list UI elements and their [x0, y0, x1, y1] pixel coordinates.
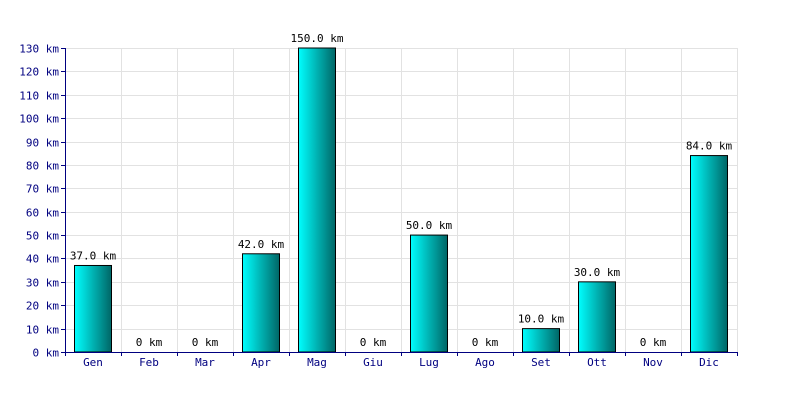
x-tick-label: Apr	[251, 356, 271, 369]
x-tick-label: Feb	[139, 356, 159, 369]
y-tick-label: 120 km	[19, 66, 59, 79]
x-tick-label: Ott	[587, 356, 607, 369]
y-tick-label: 60 km	[26, 207, 59, 220]
gridlines	[65, 48, 738, 353]
x-tick-label: Mag	[307, 356, 327, 369]
data-label: 10.0 km	[518, 313, 565, 326]
bar-set	[522, 328, 560, 353]
y-tick-label: 110 km	[19, 90, 59, 103]
y-tick-label: 40 km	[26, 253, 59, 266]
x-tick-label: Gen	[83, 356, 103, 369]
data-label: 0 km	[472, 336, 499, 349]
data-label: 0 km	[136, 336, 163, 349]
x-tick-label: Set	[531, 356, 551, 369]
bar-gen	[74, 264, 112, 353]
y-tick-label: 70 km	[26, 183, 59, 196]
axes	[61, 48, 738, 356]
x-tick-label: Lug	[419, 356, 439, 369]
y-tick-label: 30 km	[26, 277, 59, 290]
x-tick-label: Ago	[475, 356, 495, 369]
data-label: 0 km	[192, 336, 219, 349]
y-tick-label: 10 km	[26, 324, 59, 337]
data-label: 50.0 km	[406, 219, 453, 232]
data-label: 37.0 km	[70, 249, 117, 262]
x-tick-label: Dic	[699, 356, 719, 369]
bar-apr	[242, 253, 280, 353]
y-tick-label: 0 km	[33, 347, 60, 360]
bars	[74, 47, 728, 353]
y-tick-label: 50 km	[26, 230, 59, 243]
x-tick-label: Giu	[363, 356, 383, 369]
data-label: 0 km	[360, 336, 387, 349]
data-label: 42.0 km	[238, 238, 285, 251]
bar-dic	[690, 155, 728, 353]
bar-lug	[410, 234, 448, 353]
data-label: 0 km	[640, 336, 667, 349]
bar-mag	[298, 47, 336, 353]
bar-ott	[578, 281, 616, 353]
x-tick-label: Mar	[195, 356, 215, 369]
data-label: 84.0 km	[686, 140, 733, 153]
y-tick-label: 20 km	[26, 300, 59, 313]
data-label: 150.0 km	[291, 32, 344, 45]
y-tick-label: 130 km	[19, 43, 59, 56]
labels: 37.0 km 0 km 0 km 42.0 km 150.0 km 0 km 50.0 k…	[19, 32, 732, 369]
y-tick-label: 100 km	[19, 113, 59, 126]
y-tick-label: 80 km	[26, 160, 59, 173]
data-label: 30.0 km	[574, 266, 621, 279]
y-tick-label: 90 km	[26, 137, 59, 150]
x-tick-label: Nov	[643, 356, 663, 369]
